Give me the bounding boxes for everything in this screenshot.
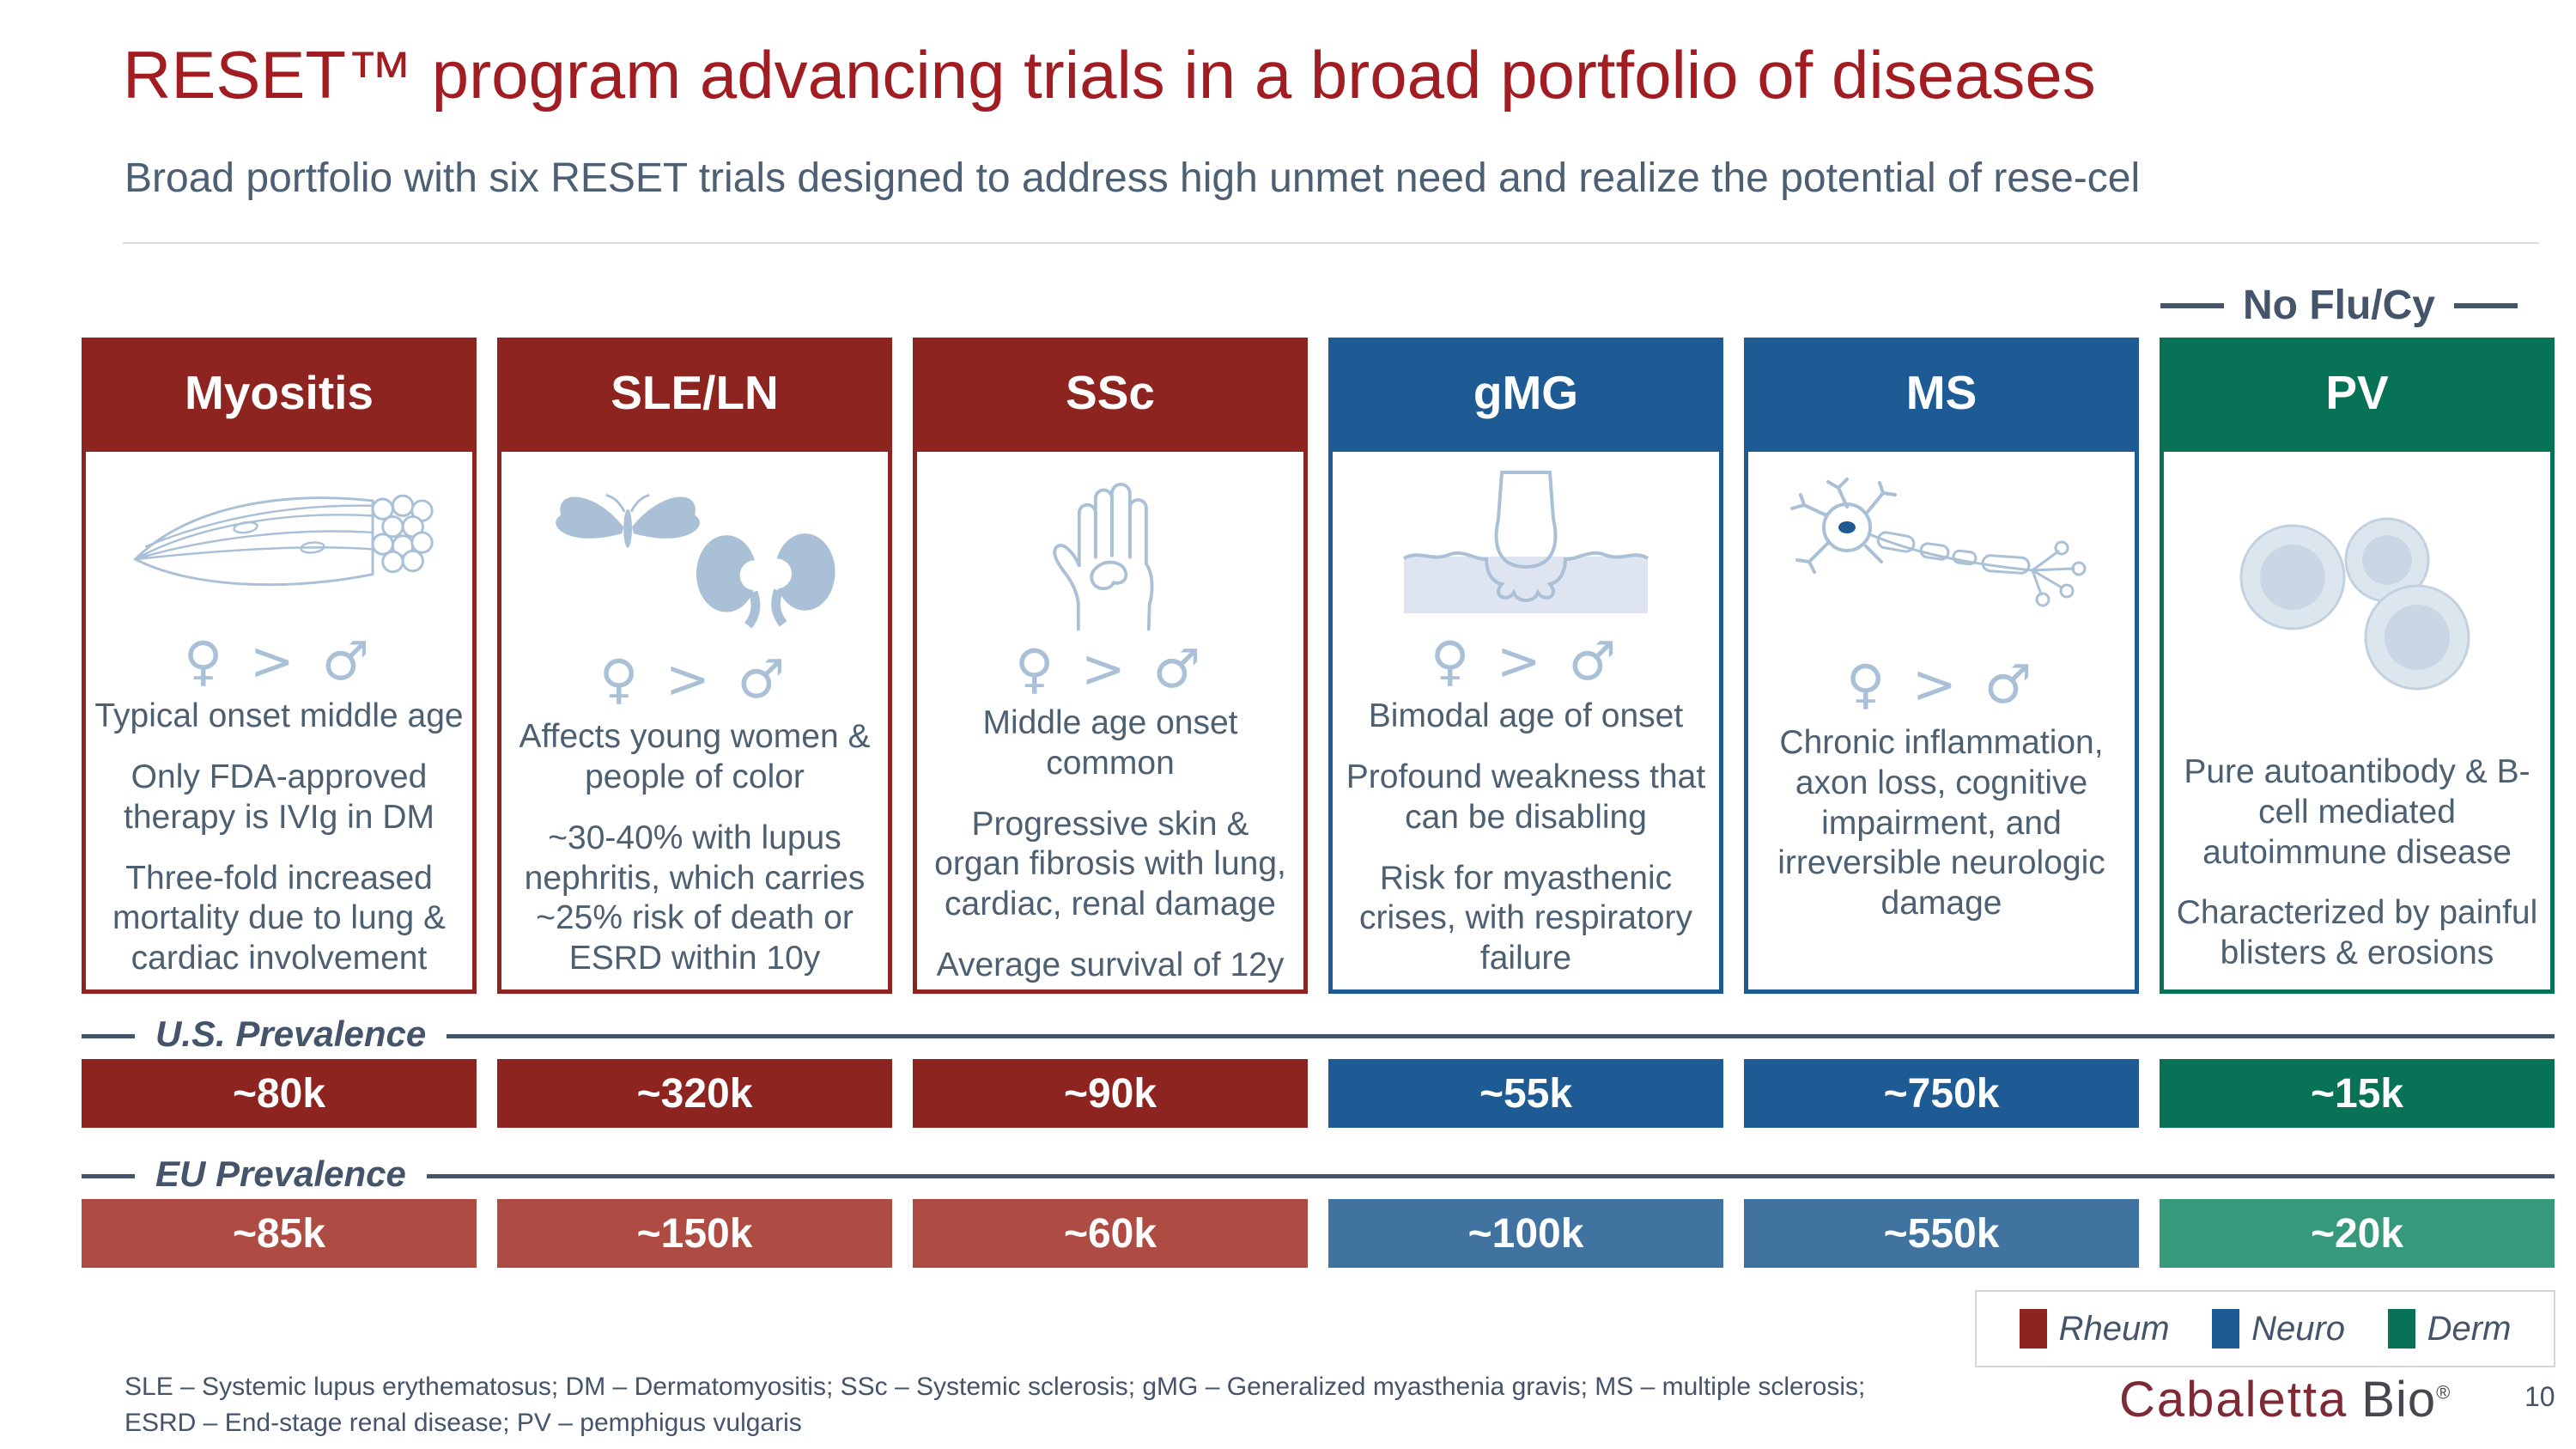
column-header: SLE/LN xyxy=(497,338,892,447)
neuromuscular-junction-icon xyxy=(1380,466,1672,629)
column-body: ♀ > ♂ Chronic inflammation, axon loss, c… xyxy=(1744,447,2139,994)
column-body: ♀ > ♂ Middle age onset common Progressiv… xyxy=(913,447,1308,994)
column-bullets: Chronic inflammation, axon loss, cogniti… xyxy=(1757,723,2126,924)
legend-label: Rheum xyxy=(2058,1309,2170,1348)
skin-cells-icon xyxy=(2202,466,2512,749)
disease-column-pv: PV Pure autoantibo xyxy=(2160,338,2555,994)
column-header: SSc xyxy=(913,338,1308,447)
footnote-line: ESRD – End-stage renal disease; PV – pem… xyxy=(125,1409,802,1437)
column-header: Myositis xyxy=(82,338,477,447)
column-header: PV xyxy=(2160,338,2555,447)
bullet: Only FDA-approved therapy is IVIg in DM xyxy=(124,758,434,836)
legend-label: Derm xyxy=(2427,1309,2512,1348)
derm-swatch-icon xyxy=(2387,1309,2415,1349)
us-prevalence-bars: ~80k ~320k ~90k ~55k ~750k ~15k xyxy=(82,1059,2555,1128)
bullet: Risk for myasthenic crises, with respira… xyxy=(1359,859,1692,977)
female-greater-male-icon: ♀ > ♂ xyxy=(183,630,375,693)
us-prevalence-value: ~15k xyxy=(2160,1059,2555,1128)
bullet: Pure autoantibody & B-cell mediated auto… xyxy=(2184,753,2530,871)
disease-column-ms: MS xyxy=(1744,338,2139,994)
eu-prevalence-value: ~100k xyxy=(1328,1199,1723,1268)
muscle-fibers-icon xyxy=(116,466,442,629)
page-title: RESET™ program advancing trials in a bro… xyxy=(123,37,2096,113)
legend-item-neuro: Neuro xyxy=(2212,1309,2345,1349)
column-bullets: Affects young women & people of color ~3… xyxy=(510,717,879,979)
bullet: Chronic inflammation, axon loss, cogniti… xyxy=(1777,724,2105,922)
rule-line xyxy=(447,1033,2555,1038)
bullet: Bimodal age of onset xyxy=(1368,697,1684,735)
column-body: ♀ > ♂ Affects young women & people of co… xyxy=(497,447,892,994)
bullet: Profound weakness that can be disabling xyxy=(1346,758,1706,836)
eu-prevalence-heading: EU Prevalence xyxy=(82,1154,2555,1198)
us-prevalence-heading: U.S. Prevalence xyxy=(82,1014,2555,1058)
rule-line xyxy=(426,1173,2555,1178)
bullet: Average survival of 12y xyxy=(936,946,1285,983)
bullet: Three-fold increased mortality due to lu… xyxy=(112,859,447,977)
footnote-line: SLE – Systemic lupus erythematosus; DM –… xyxy=(125,1373,1866,1401)
us-prevalence-value: ~55k xyxy=(1328,1059,1723,1128)
female-greater-male-icon: ♀ > ♂ xyxy=(598,647,791,710)
neuron-icon xyxy=(1778,466,2105,648)
sclerotic-hand-icon xyxy=(1024,466,1196,637)
eu-prevalence-value: ~60k xyxy=(913,1199,1308,1268)
neuro-swatch-icon xyxy=(2212,1309,2240,1349)
legend-item-derm: Derm xyxy=(2387,1309,2512,1349)
female-greater-male-icon: ♀ > ♂ xyxy=(1014,637,1206,700)
column-body: ♀ > ♂ Bimodal age of onset Profound weak… xyxy=(1328,447,1723,994)
eu-prevalence-value: ~20k xyxy=(2160,1199,2555,1268)
female-greater-male-icon: ♀ > ♂ xyxy=(1845,652,2038,715)
eu-prevalence-bars: ~85k ~150k ~60k ~100k ~550k ~20k xyxy=(82,1199,2555,1268)
registered-mark: ® xyxy=(2436,1381,2451,1403)
eu-prevalence-value: ~550k xyxy=(1744,1199,2139,1268)
dash-line xyxy=(82,1033,135,1038)
bullet: Affects young women & people of color xyxy=(519,718,871,796)
category-legend: Rheum Neuro Derm xyxy=(1975,1290,2555,1367)
us-prevalence-label: U.S. Prevalence xyxy=(155,1014,427,1054)
us-prevalence-value: ~750k xyxy=(1744,1059,2139,1128)
bullet: Progressive skin & organ fibrosis with l… xyxy=(934,805,1286,923)
disease-column-sle-ln: SLE/LN xyxy=(497,338,892,994)
eu-prevalence-value: ~85k xyxy=(82,1199,477,1268)
page-subtitle: Broad portfolio with six RESET trials de… xyxy=(125,155,2141,201)
column-body: Pure autoantibody & B-cell mediated auto… xyxy=(2160,447,2555,994)
no-flu-cy-callout: No Flu/Cy xyxy=(2104,282,2574,329)
column-bullets: Bimodal age of onset Profound weakness t… xyxy=(1341,697,1710,979)
page-number: 10 xyxy=(2524,1381,2555,1412)
disease-column-myositis: Myositis xyxy=(82,338,477,994)
column-bullets: Typical onset middle age Only FDA-approv… xyxy=(94,697,464,979)
logo-brand-text: Cabaletta xyxy=(2119,1372,2348,1428)
disease-columns: Myositis xyxy=(82,338,2555,994)
us-prevalence-value: ~80k xyxy=(82,1059,477,1128)
female-greater-male-icon: ♀ > ♂ xyxy=(1430,630,1622,693)
column-bullets: Pure autoantibody & B-cell mediated auto… xyxy=(2172,752,2542,974)
eu-prevalence-value: ~150k xyxy=(497,1199,892,1268)
bullet: Characterized by painful blisters & eros… xyxy=(2176,894,2538,972)
disease-column-gmg: gMG ♀ > ♂ Bimodal age of onset Profound … xyxy=(1328,338,1723,994)
disease-column-ssc: SSc ♀ > ♂ xyxy=(913,338,1308,994)
bullet: ~30-40% with lupus nephritis, which carr… xyxy=(524,819,866,977)
us-prevalence-value: ~90k xyxy=(913,1059,1308,1128)
dash-line-right xyxy=(2454,302,2518,308)
us-prevalence-value: ~320k xyxy=(497,1059,892,1128)
no-flu-cy-label: No Flu/Cy xyxy=(2243,283,2435,328)
eu-prevalence-label: EU Prevalence xyxy=(155,1154,406,1194)
bullet: Middle age onset common xyxy=(982,704,1238,782)
column-header: gMG xyxy=(1328,338,1723,447)
dash-line-left xyxy=(2160,302,2224,308)
column-header: MS xyxy=(1744,338,2139,447)
legend-item-rheum: Rheum xyxy=(2019,1309,2170,1349)
dash-line xyxy=(82,1173,135,1178)
logo-suffix-text: Bio xyxy=(2361,1372,2437,1428)
cabaletta-bio-logo: Cabaletta Bio® xyxy=(2119,1371,2450,1428)
bullet: Typical onset middle age xyxy=(94,697,464,735)
column-bullets: Middle age onset common Progressive skin… xyxy=(926,703,1295,986)
divider-line xyxy=(123,242,2539,244)
column-body: ♀ > ♂ Typical onset middle age Only FDA-… xyxy=(82,447,477,994)
butterfly-kidneys-icon xyxy=(532,466,858,643)
rheum-swatch-icon xyxy=(2019,1309,2047,1349)
legend-label: Neuro xyxy=(2251,1309,2346,1348)
abbreviations-footnote: SLE – Systemic lupus erythematosus; DM –… xyxy=(125,1369,1865,1441)
